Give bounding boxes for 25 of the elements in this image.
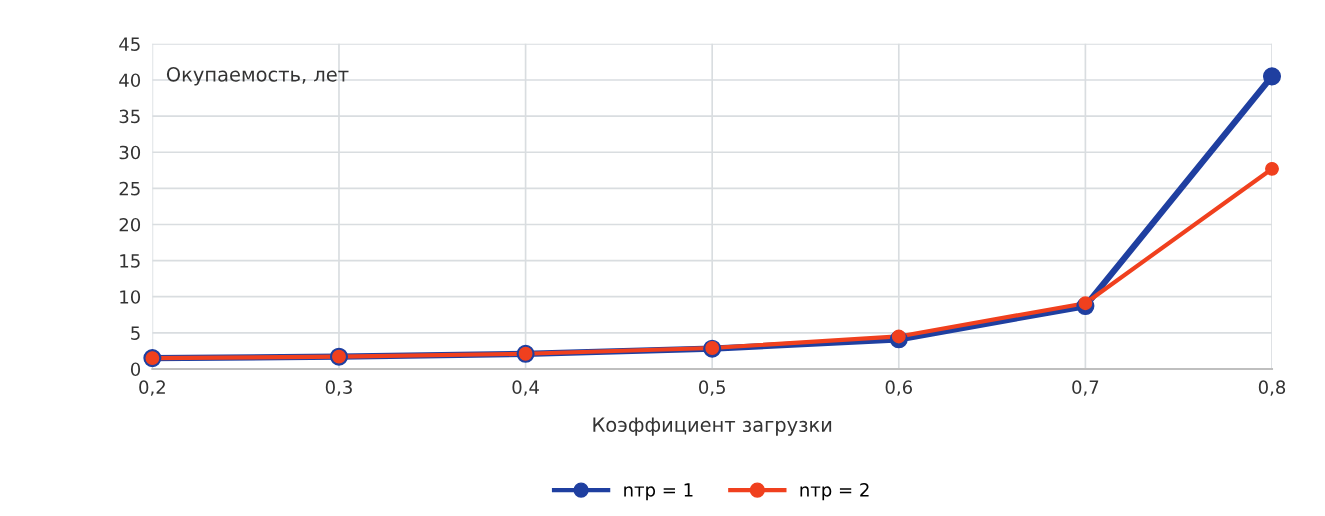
x-tick-label: 0,7 xyxy=(1072,380,1099,396)
x-tick-label: 0,6 xyxy=(885,380,913,396)
y-tick-label: 45 xyxy=(119,37,140,51)
y-tick-label: 10 xyxy=(120,290,141,304)
y-tick-label: 40 xyxy=(119,73,141,88)
point xyxy=(1262,67,1282,86)
y-tick-label: 20 xyxy=(119,217,141,232)
y-tick-label: 5 xyxy=(131,326,140,340)
legend-label: nтр = 2 xyxy=(800,483,869,501)
point xyxy=(1078,296,1093,311)
x-tick-label: 0,5 xyxy=(699,380,725,396)
y-tick-label: 25 xyxy=(119,181,140,196)
x-tick-label: 0,2 xyxy=(139,380,165,396)
x-tick-label: 0,4 xyxy=(512,380,539,396)
x-tick-label: 0,8 xyxy=(1258,380,1286,396)
point xyxy=(891,329,906,344)
y-tick-label: 30 xyxy=(119,145,141,160)
y-tick-label: 0 xyxy=(130,362,141,377)
legend-label: nтр = 1 xyxy=(624,483,693,501)
y-tick-label: 15 xyxy=(120,254,140,268)
x-axis-title: Коэффициент загрузки xyxy=(593,417,832,436)
y-tick-label: 35 xyxy=(119,109,140,124)
x-tick-label: 0,3 xyxy=(325,380,352,396)
y-axis-title: Окупаемость, лет xyxy=(166,66,349,86)
point xyxy=(1265,161,1279,176)
